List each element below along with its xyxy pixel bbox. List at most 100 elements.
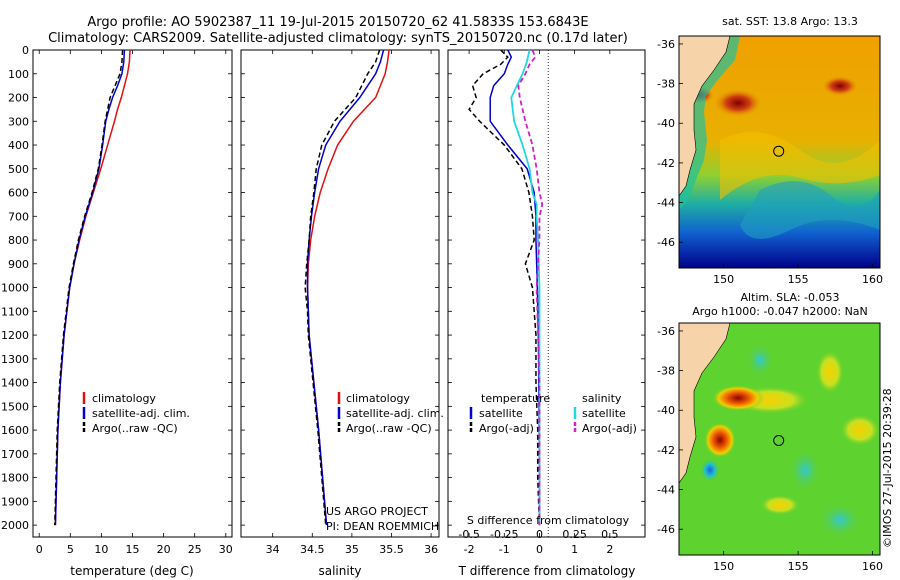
map-y-tick-label: -42 (657, 157, 675, 170)
sla-peak-1 (712, 385, 764, 411)
map-x-tick-label: 155 (788, 273, 809, 286)
sst-eddy-2 (822, 76, 858, 96)
depth-tick-label: 300 (8, 115, 29, 128)
x-tick-label: -1 (499, 543, 510, 556)
map-x-tick-label: 155 (788, 560, 809, 573)
sst-eddy-1 (714, 89, 762, 117)
depth-tick-label: 400 (8, 139, 29, 152)
diff-legend-title-temperature: temperature (481, 392, 550, 405)
series-line-climatology (306, 49, 390, 526)
x-tick-label: 34 (266, 543, 280, 556)
sla-map-axes: 150 155 160 -36 -38 -40 -42 -44 -46 (657, 325, 883, 573)
diff-legend-targo: Argo(-adj) (479, 422, 534, 435)
temperature-x-axis: 0 5 10 15 20 25 30 (36, 50, 233, 556)
sla-low-3 (789, 448, 821, 492)
x-tick-label: 34.5 (300, 543, 325, 556)
imos-credit: ©IMOS 27-Jul-2015 20:39:28 (881, 388, 894, 548)
x-tick-label: 0 (536, 543, 543, 556)
sal-legend-argo: Argo(..raw -QC) (346, 422, 432, 435)
depth-tick-label: 0 (22, 44, 29, 57)
sal-legend-sat: satellite-adj. clim. (346, 407, 444, 420)
x2-tick-label: -0.5 (458, 528, 479, 541)
depth-tick-label: 600 (8, 187, 29, 200)
x-tick-label: -2 (464, 543, 475, 556)
map-x-tick-label: 160 (862, 560, 883, 573)
pi-label: PI: DEAN ROEMMICH (326, 520, 439, 533)
temperature-legend: climatology satellite-adj. clim. Argo(..… (82, 392, 190, 435)
temperature-panel-frame (32, 49, 233, 538)
x-tick-label: 35 (345, 543, 359, 556)
depth-tick-label: 700 (8, 210, 29, 223)
map-y-tick-label: -42 (657, 444, 675, 457)
sst-warm-band (720, 132, 880, 200)
difference-series (468, 49, 544, 526)
depth-tick-label: 1200 (1, 329, 29, 342)
series-line-climatology (54, 49, 131, 526)
figure-title-line1: Argo profile: AO 5902387_11 19-Jul-2015 … (87, 15, 588, 30)
map-y-tick-label: -38 (657, 78, 675, 91)
diff-legend-ssat: satellite (582, 407, 626, 420)
sst-map-axes: 150 155 160 -36 -38 -40 -42 -44 -46 (657, 38, 883, 286)
series-line-satellite-s- (510, 49, 541, 526)
x-tick-label: 30 (219, 543, 233, 556)
sst-cool-tongue (740, 181, 880, 239)
sla-map-frame (678, 322, 881, 556)
depth-tick-label: 900 (8, 258, 29, 271)
map-x-tick-label: 150 (713, 273, 734, 286)
x-tick-label: 36 (424, 543, 438, 556)
x2-tick-label: 0.5 (601, 528, 619, 541)
diff-legend-tsat: satellite (479, 407, 523, 420)
salinity-x-label: salinity (318, 564, 361, 578)
depth-tick-label: 1800 (1, 472, 29, 485)
map-y-tick-label: -44 (657, 484, 675, 497)
sla-map-title: Altim. SLA: -0.053 (740, 291, 839, 304)
temperature-series (54, 49, 131, 526)
depth-tick-label: 1400 (1, 377, 29, 390)
x2-tick-label: 0.25 (562, 528, 587, 541)
x2-tick-label: 0 (536, 528, 543, 541)
depth-tick-label: 200 (8, 92, 29, 105)
x-tick-label: 35.5 (379, 543, 404, 556)
map-y-tick-label: -40 (657, 117, 675, 130)
depth-tick-label: 1100 (1, 305, 29, 318)
sal-legend-clim: climatology (346, 392, 410, 405)
x-tick-label: 1 (571, 543, 578, 556)
depth-tick-label: 1600 (1, 424, 29, 437)
temp-legend-clim: climatology (92, 392, 156, 405)
difference-panel-frame (447, 49, 646, 538)
depth-tick-label: 1900 (1, 495, 29, 508)
salinity-x-axis: 34 34.5 35 35.5 36 (266, 50, 438, 556)
sst-argo-position (773, 145, 785, 157)
sla-map (679, 323, 880, 555)
x2-tick-label: -0.25 (490, 528, 518, 541)
salinity-series (304, 49, 390, 526)
temp-legend-sat: satellite-adj. clim. (92, 407, 190, 420)
depth-tick-label: 1500 (1, 400, 29, 413)
depth-tick-label: 1700 (1, 448, 29, 461)
temperature-x-label: temperature (deg C) (70, 564, 193, 578)
map-y-tick-label: -38 (657, 365, 675, 378)
project-label: US ARGO PROJECT (326, 505, 428, 518)
difference-x-axis: -2 -1 0 1 2 -0.5 -0.25 0 0.25 0.5 (458, 50, 619, 556)
series-line-argo-adj-s- (517, 49, 544, 526)
map-y-tick-label: -46 (657, 523, 675, 536)
x-tick-label: 25 (188, 543, 202, 556)
series-line-argo-adj- (468, 49, 541, 526)
depth-axis: 0 100 200 300 400 500 600 700 800 900 1000 1100 1200… (1, 44, 645, 532)
depth-tick-label: 500 (8, 163, 29, 176)
sst-map (679, 36, 880, 268)
depth-tick-label: 2000 (1, 519, 29, 532)
x-tick-label: 2 (606, 543, 613, 556)
map-x-tick-label: 150 (713, 560, 734, 573)
figure-title-line2: Climatology: CARS2009. Satellite-adjuste… (48, 31, 628, 46)
depth-tick-label: 800 (8, 234, 29, 247)
sla-map-subtitle: Argo h1000: -0.047 h2000: NaN (692, 305, 868, 318)
sla-high-3 (840, 414, 880, 446)
map-y-tick-label: -46 (657, 236, 675, 249)
series-line-argo-raw-qc- (304, 49, 381, 526)
series-line-argo-raw-qc- (54, 49, 124, 526)
x-tick-label: 10 (94, 543, 108, 556)
sla-high-4 (760, 495, 800, 515)
depth-tick-label: 100 (8, 68, 29, 81)
sla-low-4 (818, 502, 862, 538)
